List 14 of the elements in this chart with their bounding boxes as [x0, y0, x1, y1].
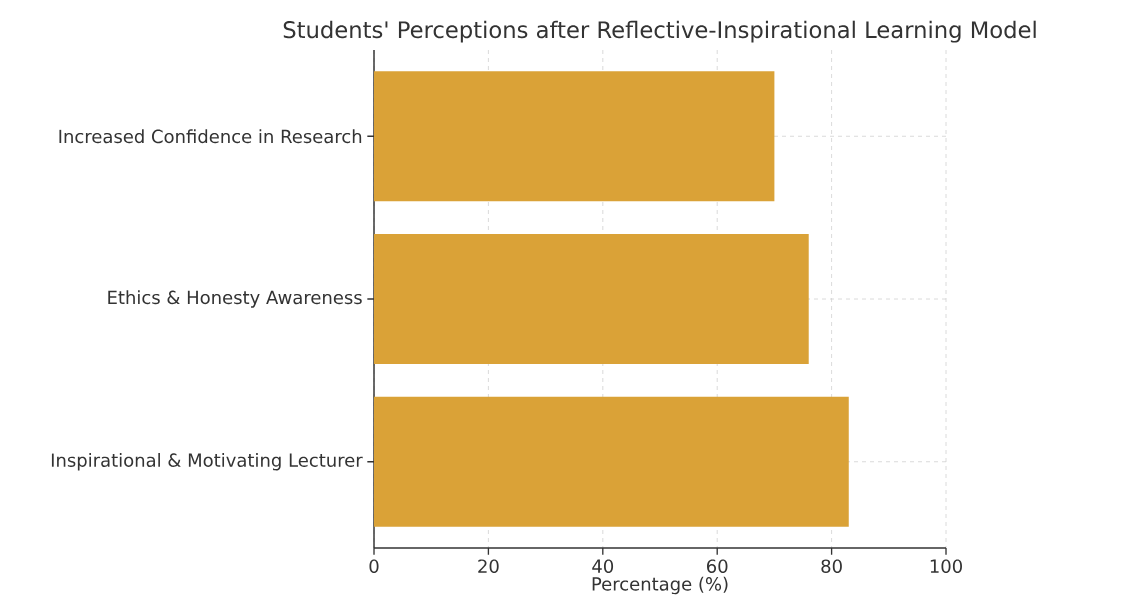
x-tick-label: 0: [369, 559, 379, 573]
x-axis-title: Percentage (%): [592, 576, 728, 595]
y-tick-label: Ethics & Honesty Awareness: [108, 290, 362, 308]
x-tick-label: 80: [821, 559, 842, 573]
x-tick-label: 40: [592, 559, 614, 573]
x-tick-label: 100: [930, 559, 962, 573]
bar: [374, 233, 809, 365]
bar: [374, 71, 775, 202]
x-tick-label: 20: [478, 559, 499, 573]
chart-title: Students' Perceptions after Reflective-Inspirational Learning Model: [283, 20, 1036, 43]
y-tick-label: Increased Confidence in Research: [59, 129, 362, 144]
bar: [374, 396, 849, 527]
y-tick-label: Inspirational & Motivating Lecturer: [51, 453, 363, 471]
x-tick-label: 60: [707, 559, 728, 573]
